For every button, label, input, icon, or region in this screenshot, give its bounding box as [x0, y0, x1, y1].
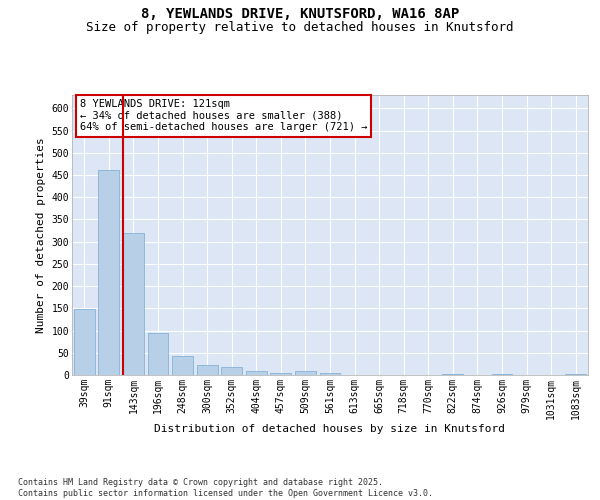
Bar: [197, 365, 218, 375]
Bar: [491, 374, 512, 375]
X-axis label: Distribution of detached houses by size in Knutsford: Distribution of detached houses by size …: [155, 424, 505, 434]
Bar: [271, 373, 292, 375]
Y-axis label: Number of detached properties: Number of detached properties: [36, 137, 46, 333]
Text: Contains HM Land Registry data © Crown copyright and database right 2025.
Contai: Contains HM Land Registry data © Crown c…: [18, 478, 433, 498]
Bar: [295, 372, 316, 375]
Text: 8, YEWLANDS DRIVE, KNUTSFORD, WA16 8AP: 8, YEWLANDS DRIVE, KNUTSFORD, WA16 8AP: [141, 8, 459, 22]
Bar: [148, 333, 169, 375]
Bar: [74, 309, 95, 375]
Bar: [565, 374, 586, 375]
Bar: [320, 373, 340, 375]
Bar: [172, 356, 193, 375]
Text: Size of property relative to detached houses in Knutsford: Size of property relative to detached ho…: [86, 22, 514, 35]
Bar: [442, 374, 463, 375]
Bar: [98, 170, 119, 375]
Bar: [123, 233, 144, 375]
Bar: [246, 370, 267, 375]
Bar: [221, 366, 242, 375]
Text: 8 YEWLANDS DRIVE: 121sqm
← 34% of detached houses are smaller (388)
64% of semi-: 8 YEWLANDS DRIVE: 121sqm ← 34% of detach…: [80, 99, 367, 132]
